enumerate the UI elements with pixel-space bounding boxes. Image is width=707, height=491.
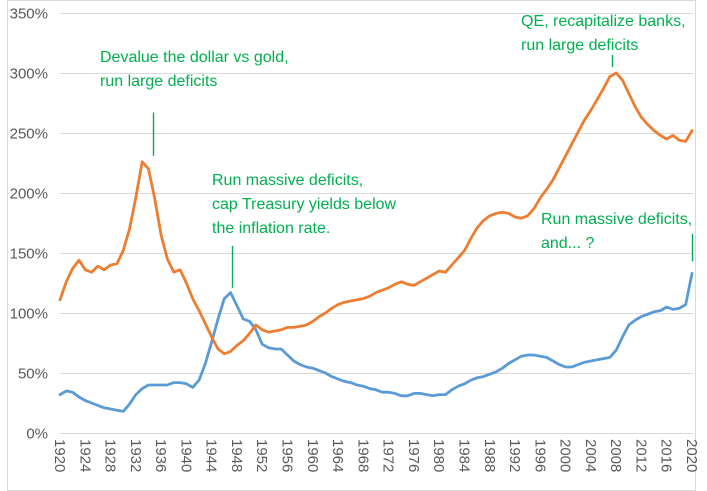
annotation-text-line: run large deficits	[521, 37, 639, 54]
x-tick-label: 2016	[658, 439, 675, 472]
annotation-text-line: QE, recapitalize banks,	[521, 13, 686, 30]
x-tick-label: 1920	[51, 439, 68, 472]
y-tick-label: 200%	[10, 186, 48, 203]
annotation-text-line: Run massive deficits,	[212, 172, 364, 189]
x-tick-label: 1940	[177, 439, 194, 472]
x-tick-label: 1956	[279, 439, 296, 472]
x-tick-label: 1928	[102, 439, 119, 472]
orange-line	[58, 71, 694, 356]
y-tick-label: 300%	[10, 66, 48, 83]
annotation-text-line: run large deficits	[100, 73, 218, 90]
y-tick-label: 150%	[10, 246, 48, 263]
annotation-callout-lines	[152, 55, 694, 288]
annotation-text-line: Devalue the dollar vs gold,	[100, 49, 289, 66]
y-tick-label: 250%	[10, 126, 48, 143]
x-tick-label: 1984	[455, 439, 472, 472]
x-tick-label: 1972	[380, 439, 397, 472]
x-tick-label: 1932	[127, 439, 144, 472]
x-tick-label: 2008	[607, 439, 624, 472]
x-tick-label: 1936	[152, 439, 169, 472]
y-tick-label: 0%	[26, 426, 48, 443]
x-tick-label: 1988	[481, 439, 498, 472]
x-tick-label: 1992	[506, 439, 523, 472]
x-tick-label: 2004	[582, 439, 599, 472]
x-tick-label: 2000	[557, 439, 574, 472]
x-axis-labels: 1920 1924 1928 1932 1936 1940 1944 1948 1952 1956…	[51, 439, 700, 472]
annotation-deficits-2020: Run massive deficits, and... ?	[541, 208, 692, 256]
y-axis-labels: 0% 50% 100% 150% 200% 250% 300% 350%	[10, 6, 48, 443]
x-tick-label: 1952	[253, 439, 270, 472]
annotation-devalue-dollar: Devalue the dollar vs gold, run large de…	[100, 46, 289, 94]
x-tick-label: 1960	[304, 439, 321, 472]
x-tick-label: 2020	[683, 439, 700, 472]
x-tick-label: 1924	[76, 439, 93, 472]
blue-line	[58, 271, 694, 413]
y-tick-label: 100%	[10, 306, 48, 323]
x-tick-label: 1980	[430, 439, 447, 472]
annotation-text-line: Run massive deficits,	[541, 211, 693, 228]
annotation-text-line: and... ?	[541, 235, 595, 252]
y-tick-label: 350%	[10, 6, 48, 23]
x-tick-label: 2012	[632, 439, 649, 472]
x-tick-label: 1964	[329, 439, 346, 472]
annotation-text-line: the inflation rate.	[212, 220, 331, 237]
y-tick-label: 50%	[18, 366, 48, 383]
annotation-cap-treasury-yields: Run massive deficits, cap Treasury yield…	[212, 169, 396, 241]
annotation-text-line: cap Treasury yields below	[212, 196, 397, 213]
x-tick-label: 1976	[405, 439, 422, 472]
x-tick-label: 1948	[228, 439, 245, 472]
annotation-qe-recapitalize: QE, recapitalize banks, run large defici…	[521, 10, 686, 58]
x-tick-label: 1944	[203, 439, 220, 472]
x-tick-label: 1968	[354, 439, 371, 472]
x-tick-label: 1996	[531, 439, 548, 472]
